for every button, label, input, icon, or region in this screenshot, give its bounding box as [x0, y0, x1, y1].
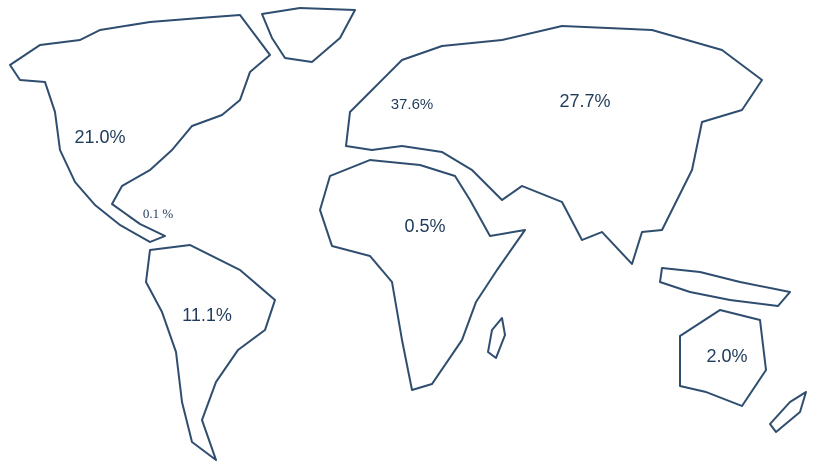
continents: [9, 7, 807, 461]
southeast-asia-islands: [659, 267, 791, 307]
new-zealand: [769, 391, 807, 433]
north-america: [9, 14, 271, 243]
eurasia: [345, 25, 763, 265]
region-share-label: 0.5%: [404, 216, 445, 236]
australia: [679, 309, 767, 407]
region-share-label: 37.6%: [391, 96, 434, 113]
madagascar: [487, 317, 506, 359]
south-america: [145, 244, 276, 461]
region-share-label: 2.0%: [706, 346, 747, 366]
greenland: [261, 7, 356, 63]
region-labels: 21.0% 0.1 % 11.1% 37.6% 27.7% 0.5% 2.0%: [74, 91, 747, 366]
region-share-label: 0.1 %: [143, 206, 174, 221]
region-share-label: 11.1%: [182, 305, 232, 325]
region-share-label: 21.0%: [74, 127, 125, 147]
region-share-label: 27.7%: [559, 91, 610, 111]
africa: [319, 159, 526, 391]
